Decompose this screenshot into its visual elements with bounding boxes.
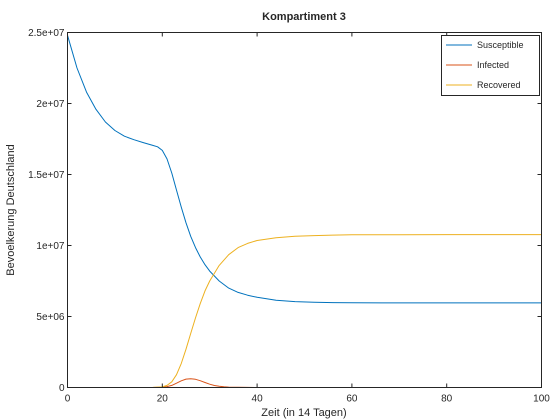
series-line-recovered — [138, 234, 542, 388]
y-axis-label: Bevoelkerung Deutschland — [5, 144, 17, 275]
y-tick-label: 2.5e+07 — [28, 28, 65, 39]
series-line-susceptible — [67, 35, 542, 304]
legend: Susceptible Infected Recovered — [441, 35, 540, 96]
x-tick-label: 0 — [65, 394, 71, 405]
x-tick-label: 40 — [252, 394, 264, 405]
tick-layer: 0 20 40 60 80 100 0 5e+06 1e+07 1.5e+07 2e+07 2.5e+… — [28, 28, 550, 405]
legend-label-infected: Infected — [477, 60, 509, 70]
y-tick-label: 5e+06 — [36, 312, 65, 323]
x-tick-label: 60 — [346, 394, 358, 405]
x-tick-label: 100 — [533, 394, 550, 405]
y-tick-label: 2e+07 — [36, 99, 65, 110]
x-axis-label: Zeit (in 14 Tagen) — [261, 407, 346, 419]
x-tick-label: 80 — [441, 394, 453, 405]
legend-label-susceptible: Susceptible — [477, 40, 524, 50]
x-tick-label: 20 — [157, 394, 169, 405]
plot-area-frame — [67, 32, 542, 388]
legend-label-recovered: Recovered — [477, 80, 521, 90]
y-tick-label: 0 — [59, 383, 65, 394]
chart-title: Kompartiment 3 — [262, 11, 346, 23]
y-tick-label: 1e+07 — [36, 241, 65, 252]
y-tick-label: 1.5e+07 — [28, 170, 65, 181]
